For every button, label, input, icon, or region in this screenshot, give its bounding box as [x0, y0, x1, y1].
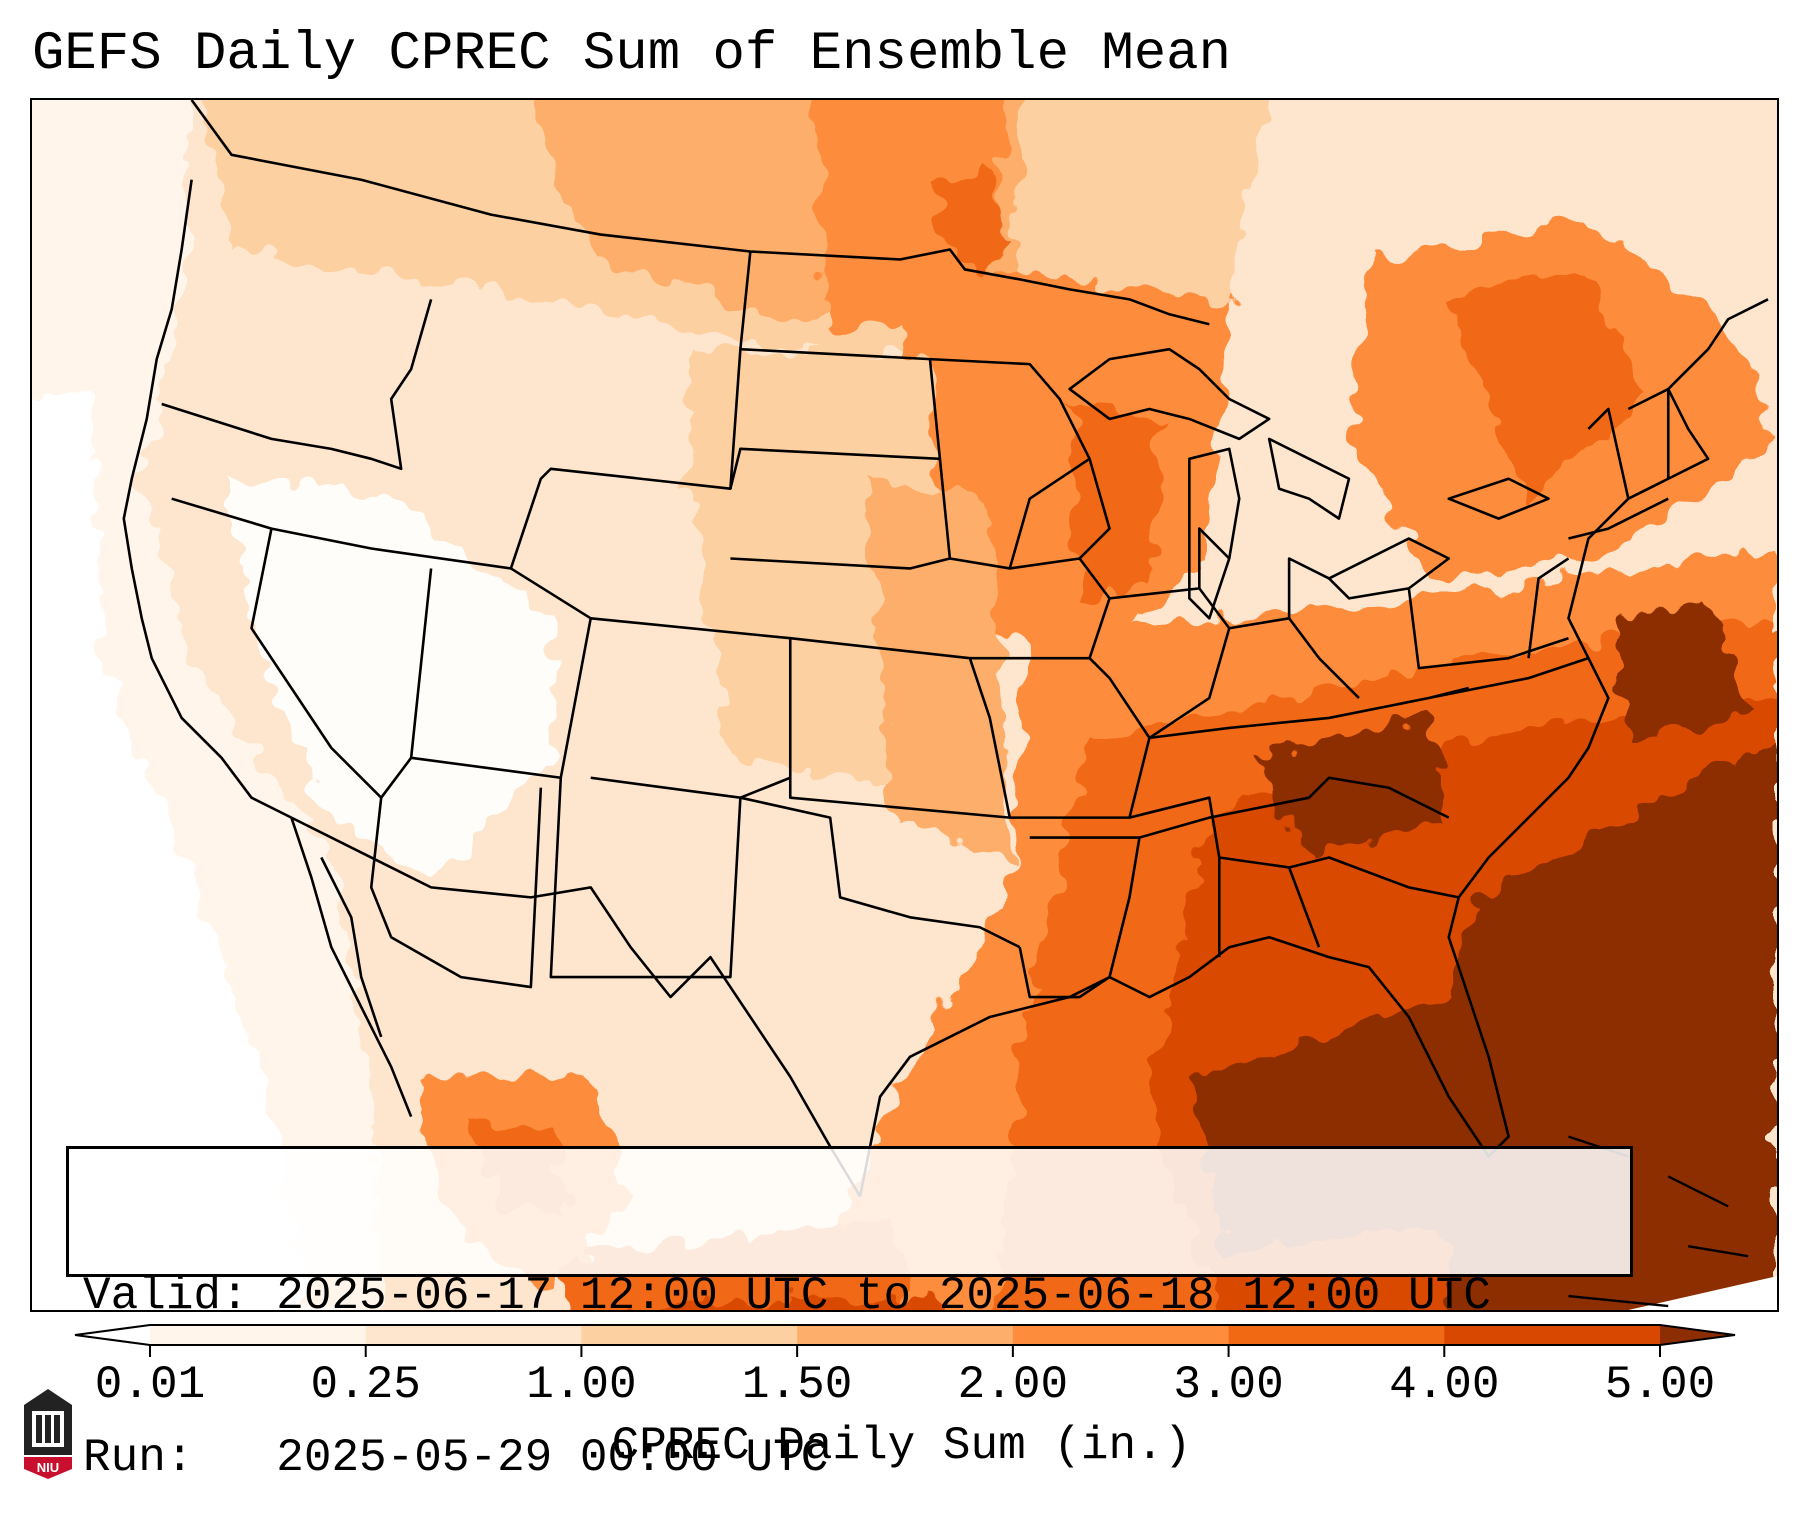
valid-time: Valid: 2025-06-17 12:00 UTC to 2025-06-1…: [83, 1270, 1491, 1322]
colorbar-tick-label: 1.00: [526, 1359, 637, 1411]
logo-text: NIU: [37, 1460, 59, 1475]
colorbar-segment: [1444, 1325, 1661, 1345]
colorbar-segment: [365, 1325, 582, 1345]
colorbar-extend-low: [75, 1325, 150, 1345]
colorbar-segment: [1228, 1325, 1445, 1345]
colorbar-extend-high: [1660, 1325, 1735, 1345]
colorbar-segment: [581, 1325, 798, 1345]
colorbar-segment: [1012, 1325, 1230, 1345]
colorbar-tick-label: 0.01: [94, 1359, 206, 1411]
boundaries: [122, 100, 1769, 1198]
map-panel: [30, 98, 1779, 1312]
colorbar-segment: [797, 1325, 1014, 1345]
colorbar-tick-label: 2.00: [957, 1359, 1069, 1411]
colorbar-tick-label: 5.00: [1604, 1359, 1716, 1411]
chart-title: GEFS Daily CPREC Sum of Ensemble Mean: [32, 24, 1231, 85]
precip-field: [32, 100, 1777, 1310]
colorbar-segment: [150, 1325, 367, 1345]
colorbar-segments: [74, 1324, 1736, 1346]
precip-map: [32, 100, 1777, 1310]
colorbar-label: CPREC Daily Sum (in.): [611, 1420, 1192, 1472]
colorbar-tick-label: 3.00: [1173, 1359, 1284, 1411]
colorbar: [74, 1324, 1736, 1357]
niu-logo: NIU: [24, 1389, 72, 1479]
colorbar-tick-marks: [149, 1345, 1661, 1357]
colorbar-tick-label: 0.25: [310, 1359, 421, 1411]
validity-box: Valid: 2025-06-17 12:00 UTC to 2025-06-1…: [66, 1146, 1633, 1484]
run-time: Run: 2025-05-29 00:00 UTC: [83, 1432, 829, 1484]
colorbar-tick-label: 4.00: [1389, 1359, 1500, 1411]
colorbar-tick-label: 1.50: [741, 1359, 853, 1411]
